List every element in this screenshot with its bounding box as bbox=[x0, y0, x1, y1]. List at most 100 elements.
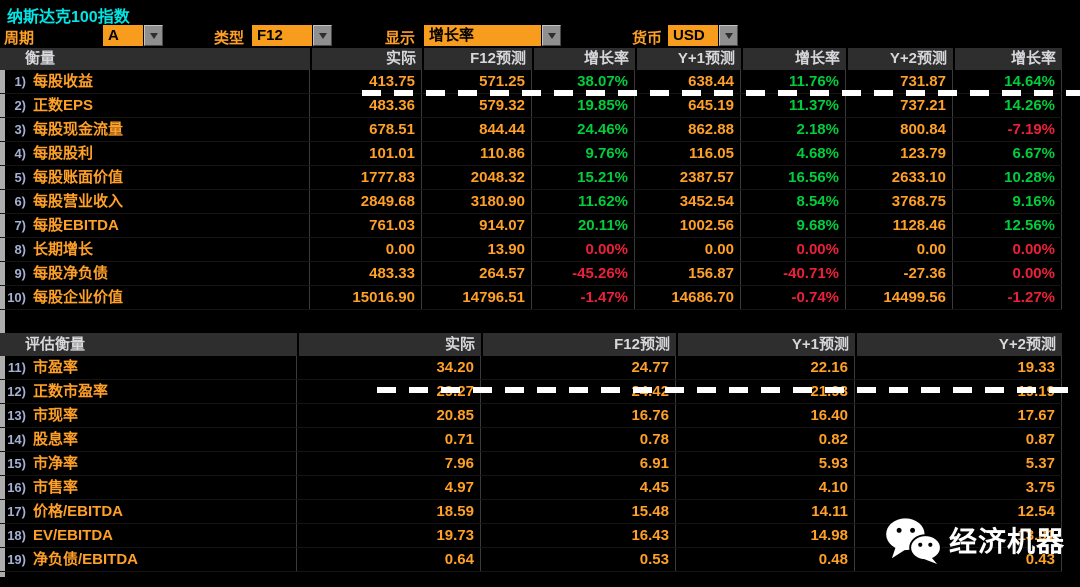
annotation-dashed-line-2 bbox=[377, 387, 1080, 393]
row-number: 5) bbox=[14, 170, 26, 185]
y1-forecast-value: 4.10 bbox=[676, 476, 855, 499]
row-number: 3) bbox=[14, 122, 26, 137]
y1-growth-value: 0.00% bbox=[741, 238, 846, 261]
actual-value: 1777.83 bbox=[310, 166, 422, 189]
table1-header: 衡量 实际 F12预测 增长率 Y+1预测 增长率 Y+2预测 增长率 bbox=[0, 48, 1062, 70]
f12-growth-value: 15.21% bbox=[532, 166, 635, 189]
row-number: 7) bbox=[14, 218, 26, 233]
f12-growth-value: 24.46% bbox=[532, 118, 635, 141]
f12-growth-value: 19.85% bbox=[532, 94, 635, 117]
y1-forecast-value: 2387.57 bbox=[635, 166, 741, 189]
table-row[interactable]: 5) 每股账面价值 1777.83 2048.32 15.21% 2387.57… bbox=[0, 166, 1062, 190]
y1-forecast-value: 862.88 bbox=[635, 118, 741, 141]
f12-growth-value: 38.07% bbox=[532, 70, 635, 93]
row-number: 12) bbox=[7, 384, 26, 399]
row-number: 19) bbox=[7, 552, 26, 567]
display-dropdown-arrow[interactable] bbox=[542, 25, 561, 46]
type-dropdown[interactable]: F12 bbox=[252, 25, 312, 46]
currency-dropdown-arrow[interactable] bbox=[719, 25, 738, 46]
f12-forecast-value: 844.44 bbox=[422, 118, 532, 141]
row-number: 9) bbox=[14, 266, 26, 281]
table-row[interactable]: 3) 每股现金流量 678.51 844.44 24.46% 862.88 2.… bbox=[0, 118, 1062, 142]
f12-forecast-value: 15.48 bbox=[481, 500, 676, 523]
table2-header: 评估衡量 实际 F12预测 Y+1预测 Y+2预测 bbox=[0, 333, 1062, 356]
y1-forecast-value: 16.40 bbox=[676, 404, 855, 427]
f12-growth-value: 9.76% bbox=[532, 142, 635, 165]
actual-value: 20.85 bbox=[297, 404, 481, 427]
table-row[interactable]: 17) 价格/EBITDA 18.59 15.48 14.11 12.54 bbox=[0, 500, 1062, 524]
f12-growth-value: -1.47% bbox=[532, 286, 635, 309]
actual-value: 7.96 bbox=[297, 452, 481, 475]
table-row[interactable]: 4) 每股股利 101.01 110.86 9.76% 116.05 4.68%… bbox=[0, 142, 1062, 166]
metric-label: 市盈率 bbox=[30, 356, 297, 379]
col-header-growth-1: 增长率 bbox=[532, 48, 635, 70]
y1-forecast-value: 645.19 bbox=[635, 94, 741, 117]
table-row[interactable]: 2) 正数EPS 483.36 579.32 19.85% 645.19 11.… bbox=[0, 94, 1062, 118]
y2-growth-value: 6.67% bbox=[953, 142, 1062, 165]
actual-value: 761.03 bbox=[310, 214, 422, 237]
actual-value: 0.00 bbox=[310, 238, 422, 261]
currency-label: 货币 bbox=[632, 30, 663, 47]
row-number: 14) bbox=[7, 432, 26, 447]
metric-label: 每股营业收入 bbox=[30, 190, 310, 213]
metric-label: EV/EBITDA bbox=[30, 524, 297, 547]
type-dropdown-arrow[interactable] bbox=[313, 25, 332, 46]
actual-value: 0.71 bbox=[297, 428, 481, 451]
display-value: 增长率 bbox=[429, 27, 475, 44]
currency-dropdown[interactable]: USD bbox=[668, 25, 718, 46]
y2-growth-value: 9.16% bbox=[953, 190, 1062, 213]
f12-forecast-value: 13.90 bbox=[422, 238, 532, 261]
col-header-f12-forecast: F12预测 bbox=[481, 333, 676, 356]
table-row[interactable]: 13) 市现率 20.85 16.76 16.40 17.67 bbox=[0, 404, 1062, 428]
chevron-down-icon bbox=[149, 32, 158, 39]
y2-forecast-value: 800.84 bbox=[846, 118, 953, 141]
y1-growth-value: 8.54% bbox=[741, 190, 846, 213]
table-row[interactable]: 8) 长期增长 0.00 13.90 0.00% 0.00 0.00% 0.00… bbox=[0, 238, 1062, 262]
row-number: 16) bbox=[7, 480, 26, 495]
metric-label: 股息率 bbox=[30, 428, 297, 451]
row-number: 15) bbox=[7, 456, 26, 471]
y2-growth-value: 14.64% bbox=[953, 70, 1062, 93]
watermark: 经济机器 bbox=[885, 512, 1065, 568]
table-row[interactable]: 19) 净负债/EBITDA 0.64 0.53 0.48 0.43 bbox=[0, 548, 1062, 572]
y1-forecast-value: 638.44 bbox=[635, 70, 741, 93]
table-row[interactable]: 10) 每股企业价值 15016.90 14796.51 -1.47% 1468… bbox=[0, 286, 1062, 310]
actual-value: 2849.68 bbox=[310, 190, 422, 213]
row-number: 18) bbox=[7, 528, 26, 543]
col-header-growth-3: 增长率 bbox=[953, 48, 1062, 70]
actual-value: 678.51 bbox=[310, 118, 422, 141]
display-dropdown[interactable]: 增长率 bbox=[424, 25, 541, 46]
f12-forecast-value: 0.78 bbox=[481, 428, 676, 451]
table-row[interactable]: 6) 每股营业收入 2849.68 3180.90 11.62% 3452.54… bbox=[0, 190, 1062, 214]
metric-label: 每股账面价值 bbox=[30, 166, 310, 189]
table1-body: 1) 每股收益 413.75 571.25 38.07% 638.44 11.7… bbox=[0, 70, 1062, 310]
f12-forecast-value: 914.07 bbox=[422, 214, 532, 237]
metric-label: 每股股利 bbox=[30, 142, 310, 165]
table-row[interactable]: 14) 股息率 0.71 0.78 0.82 0.87 bbox=[0, 428, 1062, 452]
y1-forecast-value: 5.93 bbox=[676, 452, 855, 475]
table-row[interactable]: 18) EV/EBITDA 19.73 16.43 14.98 13.31 bbox=[0, 524, 1062, 548]
f12-forecast-value: 571.25 bbox=[422, 70, 532, 93]
f12-forecast-value: 14796.51 bbox=[422, 286, 532, 309]
col-header-f12-forecast: F12预测 bbox=[422, 48, 532, 70]
left-scroll-strip[interactable] bbox=[0, 48, 5, 577]
table-row[interactable]: 9) 每股净负债 483.33 264.57 -45.26% 156.87 -4… bbox=[0, 262, 1062, 286]
y2-forecast-value: 737.21 bbox=[846, 94, 953, 117]
row-number: 13) bbox=[7, 408, 26, 423]
y1-growth-value: 2.18% bbox=[741, 118, 846, 141]
actual-value: 19.73 bbox=[297, 524, 481, 547]
table-row[interactable]: 15) 市净率 7.96 6.91 5.93 5.37 bbox=[0, 452, 1062, 476]
y1-forecast-value: 116.05 bbox=[635, 142, 741, 165]
period-dropdown[interactable]: A bbox=[103, 25, 143, 46]
type-value: F12 bbox=[257, 27, 283, 44]
y2-growth-value: 12.56% bbox=[953, 214, 1062, 237]
table-row[interactable]: 16) 市售率 4.97 4.45 4.10 3.75 bbox=[0, 476, 1062, 500]
col-header-valuation-measure: 评估衡量 bbox=[0, 333, 297, 356]
y1-growth-value: 11.37% bbox=[741, 94, 846, 117]
f12-growth-value: 20.11% bbox=[532, 214, 635, 237]
period-dropdown-arrow[interactable] bbox=[144, 25, 163, 46]
metric-label: 每股现金流量 bbox=[30, 118, 310, 141]
y2-forecast-value: 17.67 bbox=[855, 404, 1062, 427]
table-row[interactable]: 7) 每股EBITDA 761.03 914.07 20.11% 1002.56… bbox=[0, 214, 1062, 238]
table-row[interactable]: 11) 市盈率 34.20 24.77 22.16 19.33 bbox=[0, 356, 1062, 380]
